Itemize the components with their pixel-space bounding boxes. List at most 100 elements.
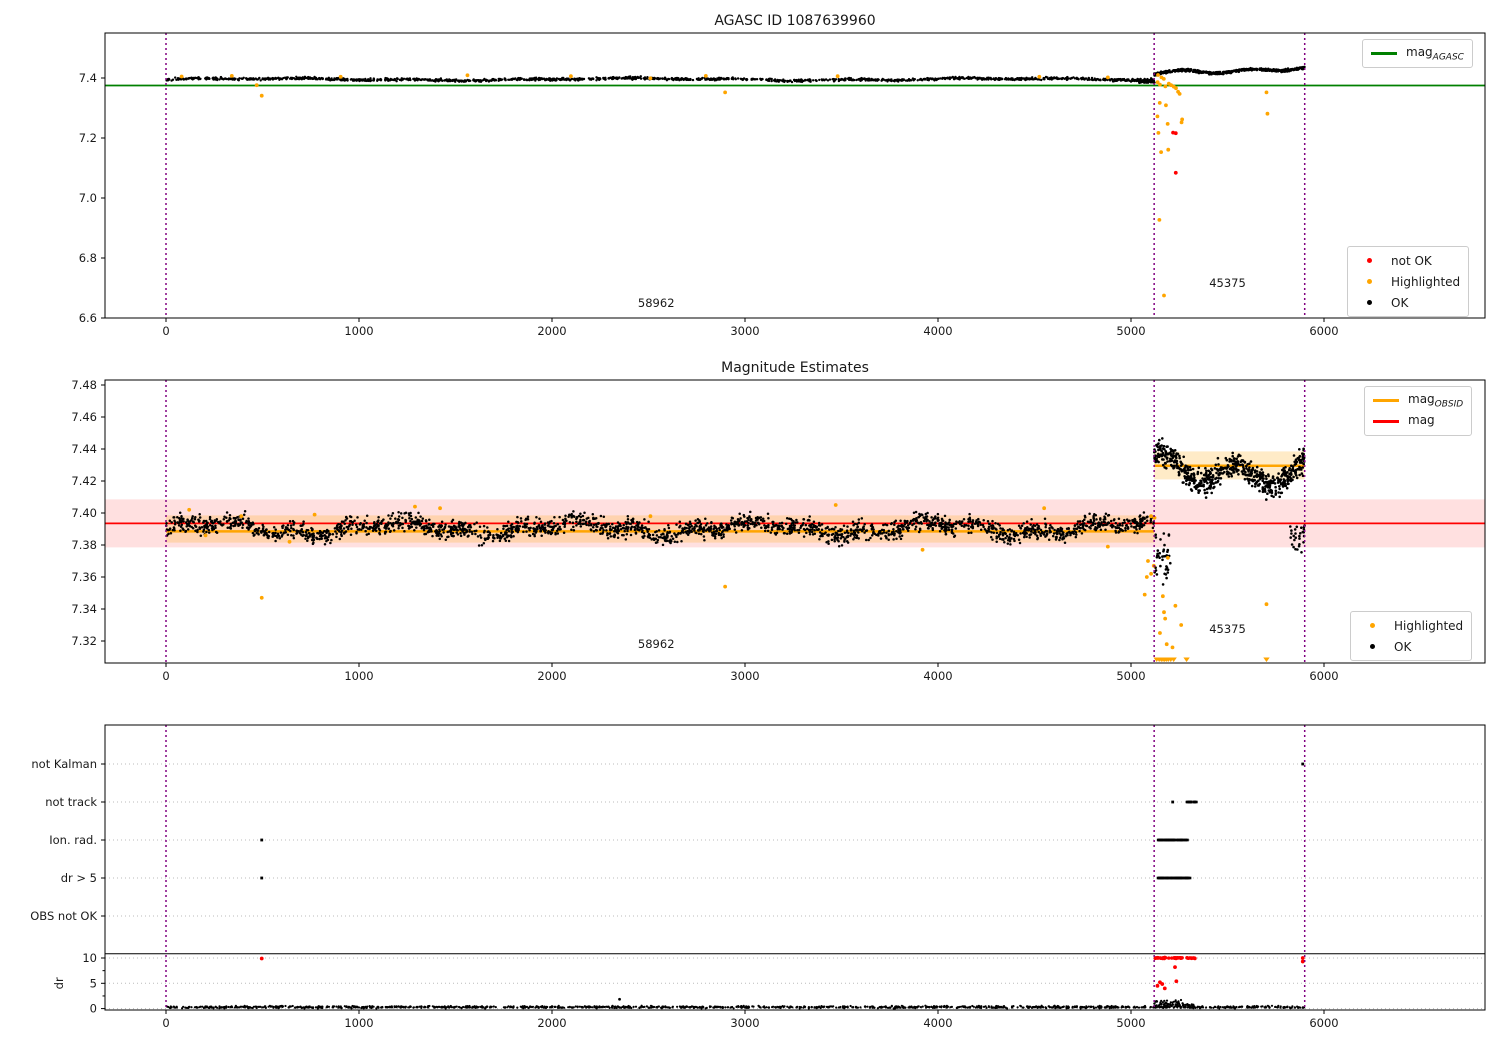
data-point	[503, 533, 507, 536]
data-point	[992, 531, 996, 534]
data-point	[861, 526, 865, 530]
data-point	[677, 77, 680, 80]
data-point	[943, 76, 946, 80]
data-point	[239, 519, 242, 522]
data-point	[1225, 466, 1228, 470]
data-point	[1215, 471, 1218, 475]
data-point	[1297, 456, 1301, 459]
highlighted-point	[1156, 73, 1160, 77]
data-point	[808, 533, 812, 536]
data-point	[1094, 528, 1098, 532]
data-point	[552, 77, 555, 81]
data-point	[304, 537, 307, 540]
data-point	[1029, 533, 1033, 536]
data-point	[712, 78, 715, 81]
data-point	[438, 528, 441, 531]
data-point	[995, 531, 999, 535]
data-point	[1099, 528, 1103, 531]
data-point	[1289, 472, 1292, 475]
data-point	[509, 524, 513, 527]
data-point	[607, 77, 611, 80]
data-point	[954, 522, 958, 526]
data-point	[706, 77, 709, 80]
data-point	[945, 528, 948, 532]
data-point	[1232, 471, 1236, 474]
data-point	[472, 78, 475, 81]
data-point	[1028, 536, 1031, 539]
data-point	[990, 531, 993, 534]
data-point	[1298, 448, 1301, 451]
data-point	[892, 530, 895, 533]
data-point	[439, 533, 443, 536]
data-point	[330, 77, 333, 80]
data-point	[669, 541, 672, 545]
data-point	[947, 526, 950, 529]
data-point	[456, 528, 459, 532]
data-point	[427, 523, 430, 526]
data-point	[881, 78, 884, 82]
data-point	[397, 517, 400, 521]
data-point	[1088, 526, 1091, 529]
data-point	[1198, 489, 1201, 492]
data-point	[546, 524, 550, 527]
data-point	[685, 526, 688, 530]
data-point	[954, 527, 958, 530]
data-point	[676, 540, 679, 544]
data-point	[915, 519, 919, 522]
data-point	[930, 77, 933, 80]
data-point	[208, 517, 212, 521]
data-point	[663, 76, 667, 79]
data-point	[597, 521, 600, 525]
data-point	[1247, 479, 1250, 483]
data-point	[734, 531, 738, 534]
data-point	[225, 77, 228, 81]
data-point	[1139, 79, 1142, 82]
data-point	[609, 535, 613, 538]
data-point	[1013, 78, 1016, 82]
data-point	[679, 532, 682, 535]
data-point	[1116, 78, 1119, 81]
data-point	[864, 538, 868, 542]
data-point	[998, 537, 1002, 541]
data-point	[575, 524, 578, 527]
data-point	[581, 514, 585, 518]
data-point	[526, 515, 530, 518]
data-point	[1222, 72, 1225, 76]
data-point	[558, 525, 561, 529]
data-point	[852, 537, 855, 541]
data-point	[802, 527, 806, 531]
data-point	[1235, 470, 1239, 473]
data-point	[284, 530, 287, 534]
data-point	[826, 533, 829, 537]
data-point	[1122, 77, 1126, 81]
data-point	[611, 526, 615, 530]
data-point	[1127, 520, 1130, 523]
data-point	[1020, 524, 1024, 527]
data-point	[604, 525, 608, 528]
data-point	[834, 526, 837, 529]
data-point	[407, 527, 411, 530]
data-point	[1039, 534, 1043, 538]
data-point	[353, 519, 356, 522]
data-point	[621, 526, 625, 530]
data-point	[1024, 78, 1027, 82]
data-point	[245, 78, 249, 81]
data-point	[178, 511, 182, 515]
data-point	[843, 531, 847, 534]
data-point	[944, 523, 947, 526]
data-point	[1287, 482, 1290, 486]
data-point	[306, 539, 309, 542]
data-point	[756, 518, 759, 521]
data-point	[846, 525, 849, 528]
data-point	[674, 533, 677, 537]
data-point	[521, 525, 525, 528]
data-point	[519, 76, 522, 80]
data-point	[907, 78, 911, 81]
data-point	[247, 517, 250, 520]
data-point	[717, 531, 721, 535]
data-point	[339, 79, 342, 82]
data-point	[1269, 480, 1273, 483]
data-point	[1033, 529, 1037, 533]
data-point	[370, 79, 373, 82]
data-point	[442, 528, 446, 531]
